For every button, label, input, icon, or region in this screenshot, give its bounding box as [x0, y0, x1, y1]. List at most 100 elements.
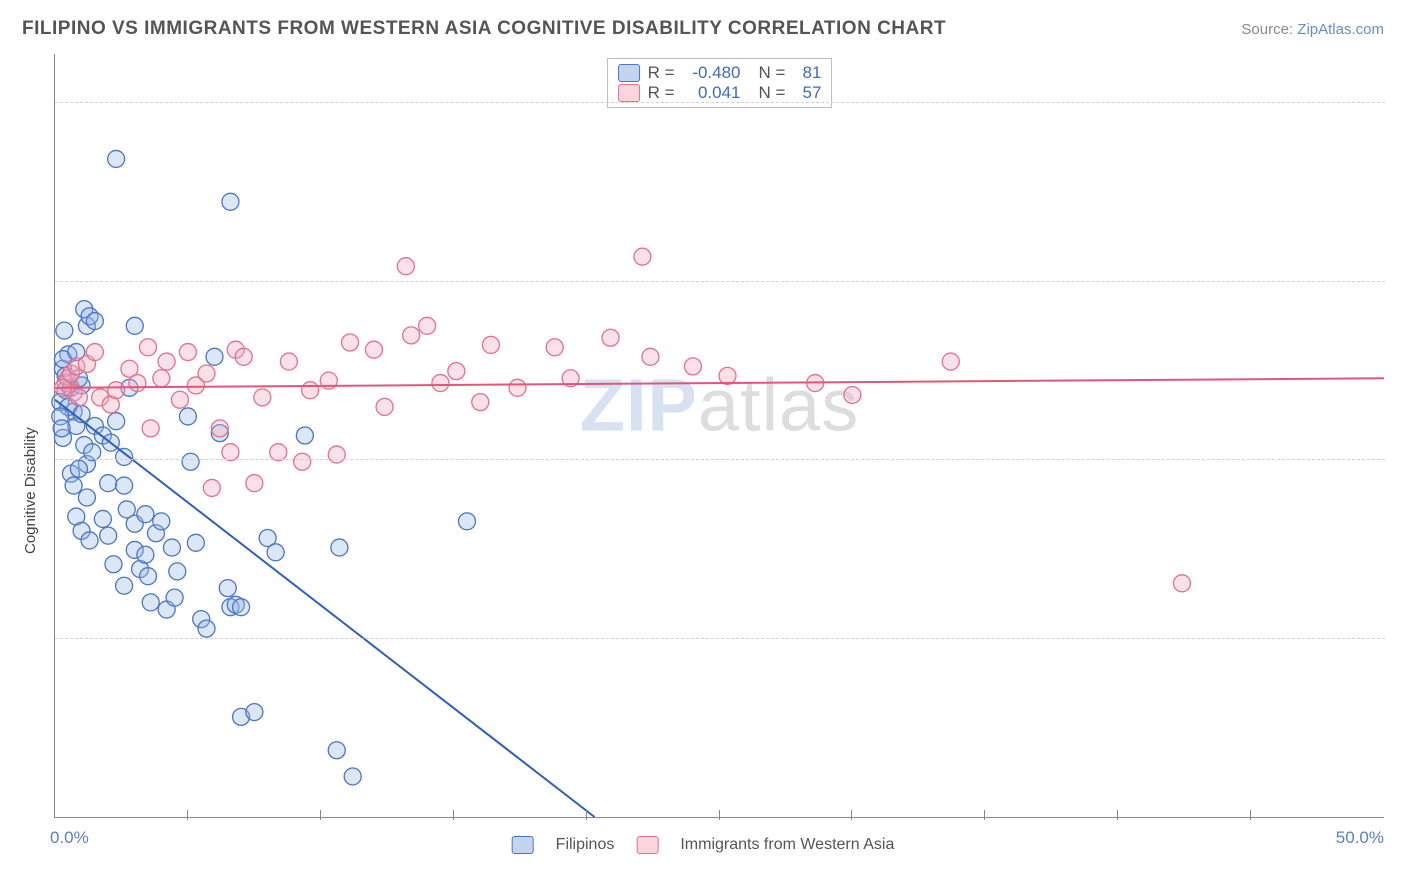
x-axis-tick-max: 50.0%: [1336, 828, 1384, 848]
legend-label-westernasia: Immigrants from Western Asia: [680, 836, 894, 854]
y-axis-tick-label: 15.0%: [1388, 449, 1406, 469]
series-legend: Filipinos Immigrants from Western Asia: [512, 836, 895, 854]
data-point: [432, 375, 449, 392]
legend-label-filipinos: Filipinos: [556, 836, 615, 854]
data-point: [211, 420, 228, 437]
data-point: [246, 704, 263, 721]
data-point: [179, 408, 196, 425]
data-point: [129, 375, 146, 392]
data-point: [844, 386, 861, 403]
data-point: [602, 329, 619, 346]
data-point: [942, 353, 959, 370]
data-point: [222, 193, 239, 210]
data-point: [116, 577, 133, 594]
data-point: [86, 344, 103, 361]
data-point: [198, 365, 215, 382]
source-link[interactable]: ZipAtlas.com: [1297, 21, 1384, 38]
source-credit: Source: ZipAtlas.com: [1241, 21, 1384, 38]
data-point: [458, 513, 475, 530]
gridline: [55, 102, 1385, 103]
plot-area: ZIPatlas R = -0.480 N = 81 R = 0.041 N =…: [54, 54, 1384, 818]
data-point: [153, 513, 170, 530]
data-point: [331, 539, 348, 556]
data-point: [419, 317, 436, 334]
data-point: [171, 391, 188, 408]
gridline: [55, 638, 1385, 639]
data-point: [270, 444, 287, 461]
data-point: [84, 444, 101, 461]
data-point: [116, 477, 133, 494]
data-point: [53, 420, 70, 437]
x-axis-tick-mark: [187, 810, 188, 820]
x-axis-tick-mark: [1117, 810, 1118, 820]
data-point: [86, 313, 103, 330]
data-point: [100, 527, 117, 544]
data-point: [254, 389, 271, 406]
data-point: [142, 594, 159, 611]
chart-container: Cognitive Disability ZIPatlas R = -0.480…: [22, 54, 1384, 868]
data-point: [94, 510, 111, 527]
data-point: [235, 348, 252, 365]
data-point: [56, 322, 73, 339]
data-point: [100, 475, 117, 492]
data-point: [140, 339, 157, 356]
data-point: [70, 389, 87, 406]
legend-swatch-filipinos-icon: [512, 836, 534, 854]
data-point: [344, 768, 361, 785]
data-point: [328, 446, 345, 463]
data-point: [328, 742, 345, 759]
data-point: [108, 150, 125, 167]
data-point: [219, 580, 236, 597]
data-point: [267, 544, 284, 561]
data-point: [246, 475, 263, 492]
data-point: [65, 477, 82, 494]
data-point: [70, 460, 87, 477]
data-point: [108, 382, 125, 399]
data-point: [365, 341, 382, 358]
x-axis-tick-mark: [851, 810, 852, 820]
data-point: [634, 248, 651, 265]
data-point: [222, 444, 239, 461]
data-point: [163, 539, 180, 556]
data-point: [198, 620, 215, 637]
data-point: [1173, 575, 1190, 592]
source-prefix: Source:: [1241, 21, 1297, 38]
data-point: [126, 317, 143, 334]
data-point: [509, 379, 526, 396]
legend-swatch-westernasia-icon: [636, 836, 658, 854]
data-point: [546, 339, 563, 356]
y-axis-tick-label: 7.5%: [1388, 628, 1406, 648]
trend-line: [55, 400, 595, 817]
data-point: [140, 568, 157, 585]
data-point: [397, 258, 414, 275]
data-point: [81, 532, 98, 549]
chart-header: FILIPINO VS IMMIGRANTS FROM WESTERN ASIA…: [22, 18, 1384, 40]
data-point: [78, 489, 95, 506]
gridline: [55, 281, 1385, 282]
x-axis-tick-mark: [1250, 810, 1251, 820]
x-axis-tick-mark: [453, 810, 454, 820]
data-point: [233, 599, 250, 616]
data-point: [187, 534, 204, 551]
data-point: [108, 413, 125, 430]
data-point: [158, 353, 175, 370]
gridline: [55, 459, 1385, 460]
data-point: [105, 556, 122, 573]
x-axis-tick-mark: [719, 810, 720, 820]
data-point: [448, 363, 465, 380]
data-point: [169, 563, 186, 580]
data-point: [684, 358, 701, 375]
data-point: [294, 453, 311, 470]
data-point: [296, 427, 313, 444]
data-point: [153, 370, 170, 387]
x-axis-tick-mark: [320, 810, 321, 820]
data-point: [137, 546, 154, 563]
data-point: [403, 327, 420, 344]
x-axis-tick-min: 0.0%: [50, 828, 89, 848]
data-point: [472, 394, 489, 411]
x-axis-tick-mark: [586, 810, 587, 820]
plot-svg: [55, 54, 1384, 817]
y-axis-label: Cognitive Disability: [22, 427, 39, 554]
data-point: [142, 420, 159, 437]
data-point: [280, 353, 297, 370]
